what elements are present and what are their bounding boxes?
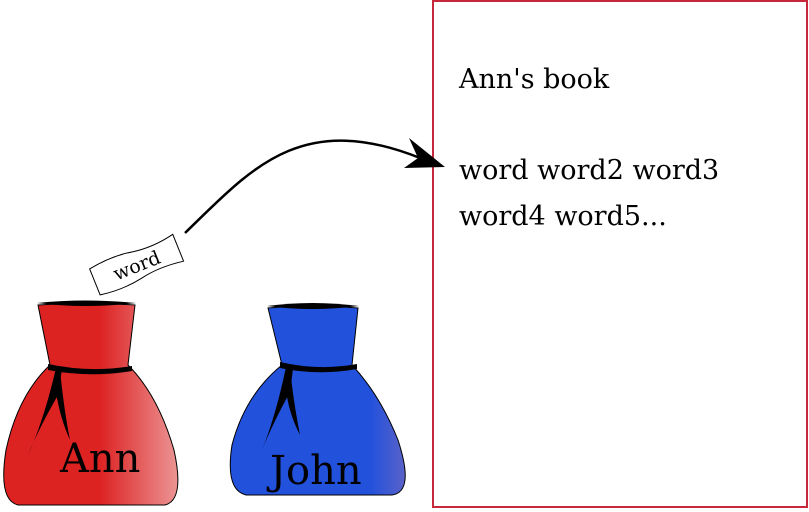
john-bag-ribbon-right (286, 369, 300, 435)
ann-bag-ribbon-left (28, 368, 62, 455)
book-border (432, 0, 808, 508)
john-bag: John (229, 303, 406, 496)
book-title: Ann's book (458, 64, 610, 95)
ann-bag-tie (48, 364, 132, 375)
john-bag-tie (280, 362, 357, 373)
ann-bag-body (3, 303, 179, 506)
ann-bag-ribbon-right (56, 370, 70, 440)
word-card: word (89, 233, 185, 296)
john-bag-rim (267, 303, 359, 309)
word-card-paper (89, 233, 185, 296)
anns-book-panel: Ann's book word word2 word3 word4 word5.… (432, 0, 808, 508)
transfer-arrow (184, 138, 445, 234)
arrow-head-icon (404, 138, 445, 168)
book-line-1: word word2 word3 (459, 155, 719, 186)
book-line-2: word4 word5... (459, 201, 667, 232)
ann-bag-label: Ann (59, 436, 140, 482)
ann-bag: Ann (3, 300, 179, 506)
john-bag-ribbon-left (262, 367, 293, 450)
ann-bag-rim (37, 300, 136, 306)
arrow-curve (184, 139, 421, 234)
john-bag-label: John (266, 448, 362, 494)
john-bag-body (229, 305, 406, 496)
